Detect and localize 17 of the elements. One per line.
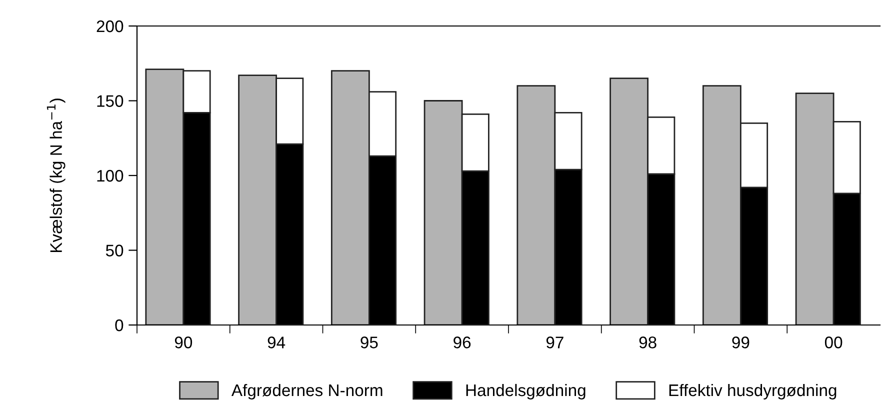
x-tick-label: 95 [360, 336, 378, 348]
x-tick-label: 97 [546, 336, 564, 348]
y-tick-label: 50 [106, 244, 124, 256]
x-tick-label: 96 [454, 336, 471, 348]
y-tick-label: 100 [97, 170, 124, 182]
legend-label: Afgrødernes N-norm [231, 384, 382, 400]
x-tick-label: 00 [824, 336, 842, 348]
y-tick-label: 0 [115, 319, 124, 332]
x-tick-label: 90 [174, 336, 192, 348]
legend-label: Handelsgødning [466, 384, 586, 400]
y-axis-title: Kvælstof (kg N ha$^{−1}$) [46, 98, 66, 252]
y-tick-label: 200 [96, 20, 124, 32]
x-tick-label: 98 [639, 336, 656, 348]
x-tick-label: 94 [268, 336, 286, 348]
y-tick-label: 150 [97, 95, 124, 107]
x-tick-label: 99 [732, 336, 750, 348]
legend-label: Effektiv husdyrgødning [669, 384, 836, 400]
